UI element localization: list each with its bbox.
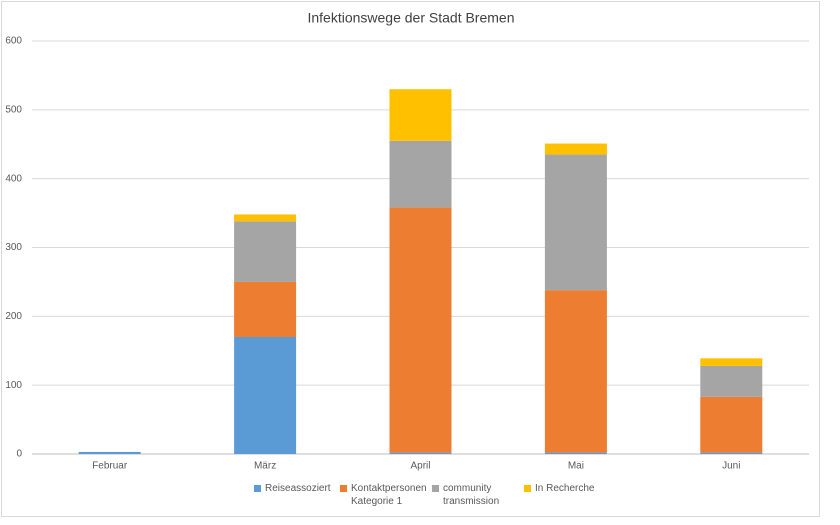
legend-swatch <box>432 485 439 492</box>
y-tick-label: 200 <box>5 311 22 322</box>
legend-item: Reiseassoziert <box>254 482 331 508</box>
bar-segment <box>234 221 297 282</box>
chart-title: Infektionswege der Stadt Bremen <box>307 10 514 26</box>
bar-segment <box>544 290 607 453</box>
y-tick-label: 100 <box>5 380 22 391</box>
y-tick-label: 500 <box>5 104 22 115</box>
legend-label: community transmission <box>443 483 500 507</box>
bar-segment <box>234 336 297 454</box>
legend-label: In Recherche <box>535 483 595 494</box>
bar-segment <box>700 365 763 397</box>
legend-label: Reiseassoziert <box>265 483 331 494</box>
legend-item: Kontaktpersonen Kategorie 1 <box>340 482 427 508</box>
bar-segment <box>700 396 763 453</box>
x-tick-label: März <box>254 461 276 472</box>
x-tick-label: April <box>410 461 430 472</box>
bar-segment <box>389 452 452 454</box>
legend-item: In Recherche <box>524 482 606 508</box>
bar-segment <box>544 452 607 454</box>
legend-swatch <box>254 485 261 492</box>
bar-segment <box>389 207 452 453</box>
bar-segment <box>234 281 297 337</box>
bar-segment <box>234 214 297 222</box>
legend-swatch <box>524 485 531 492</box>
x-tick-label: Juni <box>722 461 740 472</box>
x-tick-label: Februar <box>92 461 128 472</box>
bar-segment <box>700 358 763 366</box>
legend: Reiseassoziert Kontaktpersonen Kategorie … <box>254 482 606 508</box>
y-tick-label: 0 <box>16 449 22 460</box>
legend-swatch <box>340 485 347 492</box>
legend-item: community transmission <box>432 482 514 508</box>
bar-segment <box>700 452 763 454</box>
bar-segment <box>544 154 607 291</box>
bar-segment <box>78 451 141 454</box>
y-tick-label: 300 <box>5 242 22 253</box>
legend-label: Kontaktpersonen Kategorie 1 <box>351 483 427 507</box>
y-tick-label: 400 <box>5 173 22 184</box>
bar-segment <box>544 143 607 155</box>
bar-segment <box>389 140 452 208</box>
bar-segment <box>389 89 452 141</box>
x-tick-label: Mai <box>568 461 584 472</box>
y-tick-label: 600 <box>5 36 22 47</box>
